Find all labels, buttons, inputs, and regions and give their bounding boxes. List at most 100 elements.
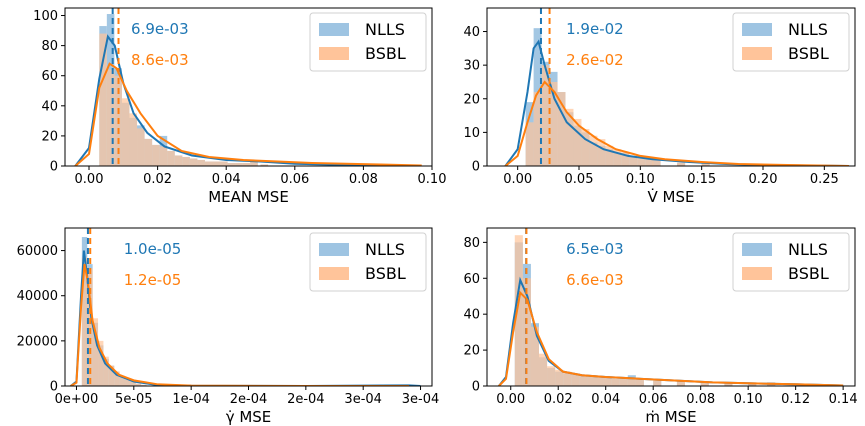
chart-panel-4: 0.00 0.02 0.04 0.06 0.08 0.10 0.12 0.14 0 20 40 60 8… xyxy=(463,227,858,426)
bsbl-legend-label: BSBL xyxy=(365,264,406,283)
nlls-legend-swatch xyxy=(319,23,349,36)
bsbl-legend-label: BSBL xyxy=(788,44,829,63)
x-tick-label: 2e-04 xyxy=(287,392,325,407)
nlls-legend-swatch xyxy=(319,243,349,256)
bsbl-histogram-bar xyxy=(595,377,604,386)
x-tick-label: 0.05 xyxy=(565,172,594,187)
bsbl-mean-label: 6.6e-03 xyxy=(566,271,624,289)
plot-area xyxy=(498,228,844,386)
x-tick-label: 0.06 xyxy=(280,172,309,187)
bsbl-histogram-bar xyxy=(204,161,213,166)
nlls-legend-swatch xyxy=(742,243,772,256)
bsbl-histogram-bar xyxy=(611,378,620,386)
bsbl-histogram-bar xyxy=(212,161,221,166)
bsbl-histogram-bar xyxy=(677,162,686,166)
bsbl-histogram-bar xyxy=(555,369,564,386)
bsbl-histogram-bar xyxy=(81,257,88,386)
bsbl-histogram-bar xyxy=(141,384,147,386)
nlls-mean-label: 1.9e-02 xyxy=(566,20,624,38)
bsbl-histogram-bar xyxy=(182,156,190,166)
bsbl-histogram-bar xyxy=(724,382,733,386)
bsbl-histogram-bar xyxy=(627,378,636,386)
bsbl-histogram-bar xyxy=(242,162,251,166)
x-tick-label: 2e-04 xyxy=(230,392,268,407)
x-axis-label: V̇ MSE xyxy=(648,187,695,206)
axes-frame xyxy=(486,227,856,387)
bsbl-histogram-bar xyxy=(581,129,590,166)
y-tick-label: 30 xyxy=(463,59,480,74)
x-tick-label: 5e-05 xyxy=(115,392,153,407)
bsbl-histogram-bar xyxy=(635,378,644,386)
y-tick-label: 0 xyxy=(472,380,480,395)
x-tick-label: 0.10 xyxy=(418,172,447,187)
bsbl-legend-swatch xyxy=(742,267,772,280)
bsbl-histogram-bar xyxy=(114,371,120,386)
x-tick-label: 1e-04 xyxy=(172,392,210,407)
x-tick-label: 0.00 xyxy=(503,172,532,187)
bsbl-histogram-bar xyxy=(197,159,205,166)
x-tick-label: 0.00 xyxy=(75,172,104,187)
bsbl-mean-label: 2.6e-02 xyxy=(566,51,624,69)
x-tick-label: 0.14 xyxy=(829,392,858,407)
chart-panel-2: 0.00 0.05 0.10 0.15 0.20 0.25 0 10 20 30 40 V̇ MSE 1… xyxy=(463,7,856,206)
y-tick-label: 20000 xyxy=(17,334,58,349)
bsbl-histogram-bar xyxy=(701,162,710,166)
bsbl-histogram-bar xyxy=(130,381,136,386)
plot-area xyxy=(504,8,849,166)
nlls-legend-label: NLLS xyxy=(365,20,405,39)
bsbl-histogram-bar xyxy=(87,268,93,386)
x-tick-label: 0.08 xyxy=(349,172,378,187)
x-tick-label: 3e-04 xyxy=(344,392,382,407)
bsbl-histogram-bar xyxy=(106,69,115,166)
nlls-legend-label: NLLS xyxy=(788,20,828,39)
x-tick-label: 0.15 xyxy=(687,172,716,187)
x-tick-label: 0.12 xyxy=(781,392,810,407)
bsbl-histogram-bar xyxy=(260,164,269,166)
y-tick-label: 0 xyxy=(50,160,58,175)
bsbl-legend-label: BSBL xyxy=(788,264,829,283)
bsbl-histogram-bar xyxy=(563,371,572,386)
nlls-mean-label: 1.0e-05 xyxy=(124,240,182,258)
bsbl-histogram-bar xyxy=(587,377,596,386)
bsbl-histogram-bar xyxy=(557,92,566,166)
bsbl-histogram-bar xyxy=(645,159,654,166)
bsbl-histogram-bar xyxy=(152,144,160,166)
axes-frame xyxy=(486,7,856,167)
y-tick-label: 20 xyxy=(463,344,480,359)
bsbl-histogram-bar xyxy=(103,356,109,386)
x-tick-label: 0.04 xyxy=(212,172,241,187)
x-tick-label: 0.04 xyxy=(591,392,620,407)
bsbl-legend-label: BSBL xyxy=(365,44,406,63)
x-tick-label: 0.06 xyxy=(639,392,668,407)
bsbl-histogram-bar xyxy=(98,340,104,386)
y-tick-label: 60 xyxy=(41,69,58,84)
y-tick-label: 10 xyxy=(463,126,480,141)
bsbl-histogram-bar xyxy=(549,81,558,166)
y-tick-label: 40 xyxy=(463,308,480,323)
bsbl-histogram-bar xyxy=(700,382,709,386)
plot-area xyxy=(74,8,422,166)
bsbl-histogram-bar xyxy=(603,377,612,386)
x-axis-label: γ̇ MSE xyxy=(226,408,272,426)
bsbl-histogram-bar xyxy=(676,380,686,386)
bsbl-histogram-bar xyxy=(220,161,228,166)
bsbl-kde-line xyxy=(498,290,844,386)
chart-panel-3: 0e+00 5e-05 1e-04 2e-04 2e-04 3e-04 3e-04 0 2000… xyxy=(17,227,439,426)
nlls-legend-swatch xyxy=(742,23,772,36)
x-tick-label: 0.10 xyxy=(734,392,763,407)
bsbl-kde-line xyxy=(504,80,849,166)
bsbl-histogram-bar xyxy=(613,149,622,166)
bsbl-histogram-bar xyxy=(92,318,99,386)
bsbl-histogram-bar xyxy=(597,139,606,166)
x-tick-label: 0.02 xyxy=(143,172,172,187)
y-tick-label: 40 xyxy=(463,25,480,40)
bsbl-histogram-bar xyxy=(541,65,550,166)
bsbl-legend-swatch xyxy=(319,47,349,60)
bsbl-legend-swatch xyxy=(742,47,772,60)
x-axis-label: MEAN MSE xyxy=(208,188,289,206)
y-tick-label: 40 xyxy=(41,99,58,114)
bsbl-histogram-bar xyxy=(530,326,539,386)
legend: NLLS BSBL xyxy=(309,232,427,292)
bsbl-histogram-bar xyxy=(144,138,153,166)
bsbl-histogram-bar xyxy=(137,128,145,166)
